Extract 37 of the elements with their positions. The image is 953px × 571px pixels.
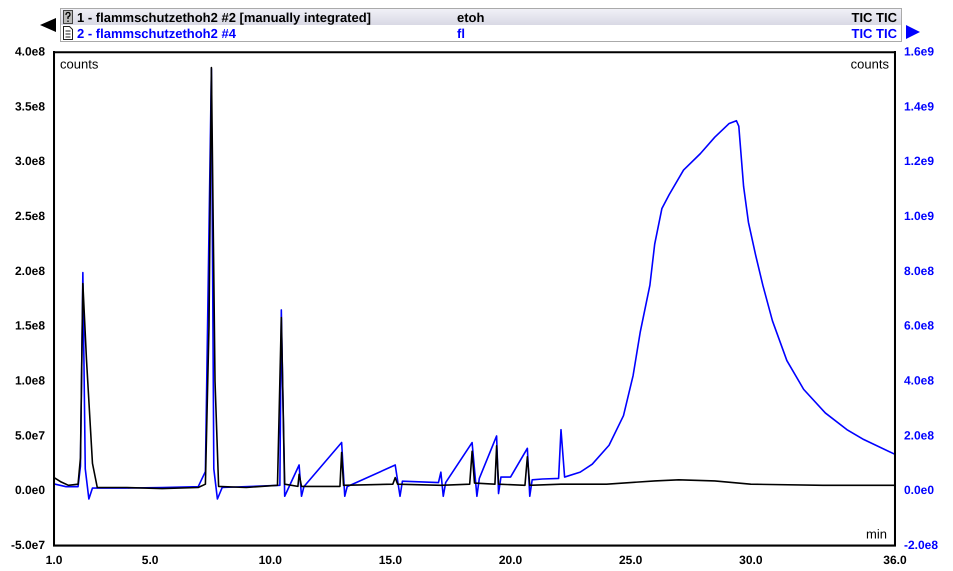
y2-tick-label: -2.0e8: [904, 538, 938, 552]
y2-tick-label: 4.0e8: [904, 373, 934, 388]
text: TIC TIC: [850, 10, 897, 24]
x-tick-label: 36.0: [883, 553, 907, 568]
y2-tick-label: 1.6e9: [904, 44, 934, 59]
y-tick-label: 2.5e8: [14, 208, 46, 223]
y-axis-title: counts: [60, 56, 99, 72]
y-tick-label: 1.0e8: [14, 373, 46, 388]
y2-tick-label: 6.0e8: [904, 318, 934, 333]
x-tick-label: 5.0: [142, 553, 159, 568]
y-tick-label: 3.5e8: [14, 99, 46, 114]
y-tick-label: 1.5e8: [14, 318, 46, 333]
y2-tick-label: 8.0e8: [904, 264, 934, 278]
y2-tick-label: 2.0e8: [904, 428, 934, 442]
x-tick-label: 10.0: [258, 553, 282, 568]
x-axis-title: min: [866, 526, 887, 542]
y-tick-label: 3.0e8: [14, 154, 46, 168]
legend-label: 1 - flammschutzethoh2 #2 [manually integrated]: [77, 10, 372, 24]
y2-tick-label: 0.0e0: [904, 483, 934, 498]
y-tick-label: 0.0e0: [14, 483, 46, 498]
x-tick-label: 20.0: [498, 553, 523, 568]
y-tick-label: 5.0e7: [14, 428, 46, 442]
y-tick-label: -5.0e7: [10, 538, 46, 552]
y2-axis-title: counts: [850, 56, 890, 72]
x-tick-label: 1.0: [46, 553, 63, 568]
text: TIC TIC: [850, 26, 897, 40]
y-tick-label: 4.0e8: [14, 44, 46, 59]
x-tick-label: 15.0: [378, 553, 402, 568]
text: etoh: [457, 10, 486, 24]
y2-tick-label: 1.0e9: [904, 208, 934, 223]
text: fl: [457, 26, 466, 40]
y2-tick-label: 1.2e9: [904, 154, 934, 168]
text: 2 - flammschutzethoh2 #4: [77, 26, 237, 40]
x-tick-label: 30.0: [739, 553, 763, 568]
x-tick-label: 25.0: [618, 553, 643, 568]
y-tick-label: 2.0e8: [14, 264, 46, 278]
y2-tick-label: 1.4e9: [904, 99, 934, 114]
